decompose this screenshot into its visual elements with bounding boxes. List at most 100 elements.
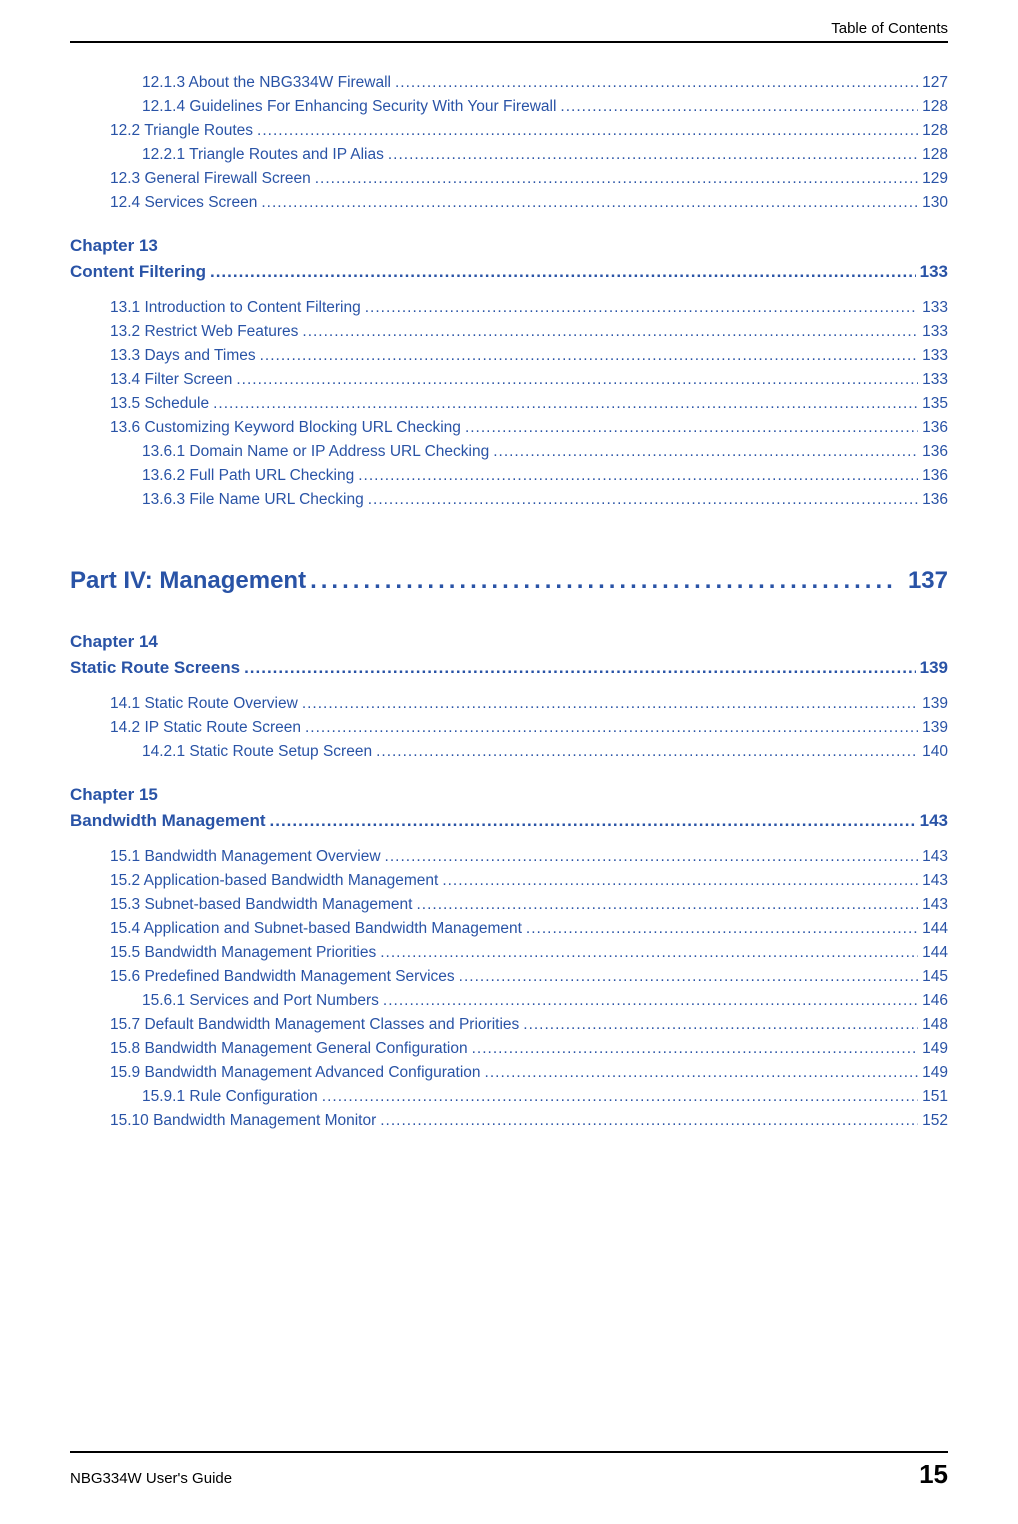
toc-entry[interactable]: 15.9 Bandwidth Management Advanced Confi… bbox=[70, 1061, 948, 1085]
toc-entry[interactable]: 13.4 Filter Screen 133 bbox=[70, 368, 948, 392]
toc-entry[interactable]: 14.2 IP Static Route Screen 139 bbox=[70, 716, 948, 740]
toc-entry[interactable]: 15.6 Predefined Bandwidth Management Ser… bbox=[70, 965, 948, 989]
toc-entry[interactable]: 15.1 Bandwidth Management Overview 143 bbox=[70, 845, 948, 869]
chapter-title: Bandwidth Management bbox=[70, 808, 266, 834]
chapter-title-row[interactable]: Static Route Screens 139 bbox=[70, 655, 948, 681]
toc-entry-page: 133 bbox=[922, 296, 948, 320]
chapter-15-heading: Chapter 15 Bandwidth Management 143 bbox=[70, 782, 948, 835]
chapter-title-row[interactable]: Content Filtering 133 bbox=[70, 259, 948, 285]
toc-entry-page: 144 bbox=[922, 941, 948, 965]
toc-leader-dots bbox=[560, 95, 918, 119]
chapter-14-sections: 14.1 Static Route Overview 139 14.2 IP S… bbox=[70, 692, 948, 764]
chapter-label: Chapter 14 bbox=[70, 629, 948, 655]
part-4-heading[interactable]: Part IV: Management 137 bbox=[70, 562, 948, 599]
chapter-title-row[interactable]: Bandwidth Management 143 bbox=[70, 808, 948, 834]
part-page: 137 bbox=[901, 562, 948, 599]
toc-leader-dots bbox=[383, 989, 918, 1013]
chapter-title: Content Filtering bbox=[70, 259, 206, 285]
toc-leader-dots bbox=[358, 464, 918, 488]
toc-entry[interactable]: 13.3 Days and Times 133 bbox=[70, 344, 948, 368]
toc-entry[interactable]: 13.1 Introduction to Content Filtering 1… bbox=[70, 296, 948, 320]
toc-entry[interactable]: 12.1.3 About the NBG334W Firewall 127 bbox=[70, 71, 948, 95]
toc-leader-dots bbox=[257, 119, 918, 143]
toc-entry-page: 145 bbox=[922, 965, 948, 989]
toc-entry-title: 15.9.1 Rule Configuration bbox=[142, 1085, 318, 1109]
toc-entry[interactable]: 15.5 Bandwidth Management Priorities 144 bbox=[70, 941, 948, 965]
toc-leader-dots bbox=[380, 941, 918, 965]
toc-entry[interactable]: 15.6.1 Services and Port Numbers 146 bbox=[70, 989, 948, 1013]
toc-entry-page: 133 bbox=[922, 320, 948, 344]
toc-entry[interactable]: 14.2.1 Static Route Setup Screen 140 bbox=[70, 740, 948, 764]
toc-entry-page: 148 bbox=[922, 1013, 948, 1037]
toc-entry-page: 146 bbox=[922, 989, 948, 1013]
toc-entry-page: 129 bbox=[922, 167, 948, 191]
toc-entry-title: 13.6.2 Full Path URL Checking bbox=[142, 464, 354, 488]
toc-entry-title: 14.1 Static Route Overview bbox=[110, 692, 298, 716]
toc-entry[interactable]: 12.3 General Firewall Screen 129 bbox=[70, 167, 948, 191]
toc-entry-title: 14.2.1 Static Route Setup Screen bbox=[142, 740, 372, 764]
toc-entry[interactable]: 13.5 Schedule 135 bbox=[70, 392, 948, 416]
toc-leader-dots bbox=[368, 488, 918, 512]
chapter-13-sections: 13.1 Introduction to Content Filtering 1… bbox=[70, 296, 948, 512]
toc-leader-dots bbox=[260, 344, 919, 368]
toc-entry[interactable]: 13.6.3 File Name URL Checking 136 bbox=[70, 488, 948, 512]
toc-entry-title: 15.6.1 Services and Port Numbers bbox=[142, 989, 379, 1013]
toc-leader-dots bbox=[244, 655, 916, 681]
toc-entry-page: 143 bbox=[922, 845, 948, 869]
toc-entry[interactable]: 12.4 Services Screen 130 bbox=[70, 191, 948, 215]
toc-entry-page: 151 bbox=[922, 1085, 948, 1109]
toc-entry[interactable]: 13.6.2 Full Path URL Checking 136 bbox=[70, 464, 948, 488]
header-label: Table of Contents bbox=[70, 20, 948, 37]
footer-page-number: 15 bbox=[919, 1459, 948, 1490]
toc-entry-title: 15.3 Subnet-based Bandwidth Management bbox=[110, 893, 412, 917]
toc-leader-dots bbox=[210, 259, 916, 285]
toc-entry-title: 13.2 Restrict Web Features bbox=[110, 320, 298, 344]
toc-entry-page: 143 bbox=[922, 893, 948, 917]
toc-entry[interactable]: 12.2.1 Triangle Routes and IP Alias 128 bbox=[70, 143, 948, 167]
chapter-page: 143 bbox=[920, 808, 948, 834]
toc-entry-title: 12.4 Services Screen bbox=[110, 191, 257, 215]
toc-entry-title: 15.10 Bandwidth Management Monitor bbox=[110, 1109, 376, 1133]
toc-body: 12.1.3 About the NBG334W Firewall 127 12… bbox=[70, 71, 948, 1133]
chapter-page: 139 bbox=[920, 655, 948, 681]
toc-entry-page: 128 bbox=[922, 143, 948, 167]
toc-entry-title: 12.1.4 Guidelines For Enhancing Security… bbox=[142, 95, 556, 119]
toc-entry-title: 15.2 Application-based Bandwidth Managem… bbox=[110, 869, 438, 893]
toc-entry-title: 15.6 Predefined Bandwidth Management Ser… bbox=[110, 965, 455, 989]
toc-entry-title: 15.9 Bandwidth Management Advanced Confi… bbox=[110, 1061, 481, 1085]
chapter-label: Chapter 13 bbox=[70, 233, 948, 259]
toc-entry-page: 143 bbox=[922, 869, 948, 893]
toc-entry-page: 135 bbox=[922, 392, 948, 416]
toc-entry[interactable]: 15.3 Subnet-based Bandwidth Management 1… bbox=[70, 893, 948, 917]
toc-entry-title: 13.1 Introduction to Content Filtering bbox=[110, 296, 361, 320]
toc-entry[interactable]: 13.6 Customizing Keyword Blocking URL Ch… bbox=[70, 416, 948, 440]
toc-entry-title: 13.6.3 File Name URL Checking bbox=[142, 488, 364, 512]
toc-entry[interactable]: 15.2 Application-based Bandwidth Managem… bbox=[70, 869, 948, 893]
toc-entry[interactable]: 12.1.4 Guidelines For Enhancing Security… bbox=[70, 95, 948, 119]
toc-leader-dots bbox=[465, 416, 918, 440]
toc-entry-title: 15.1 Bandwidth Management Overview bbox=[110, 845, 381, 869]
toc-leader-dots bbox=[305, 716, 918, 740]
toc-entry[interactable]: 14.1 Static Route Overview 139 bbox=[70, 692, 948, 716]
toc-leader-dots bbox=[442, 869, 918, 893]
toc-entry-page: 128 bbox=[922, 119, 948, 143]
toc-entry[interactable]: 13.2 Restrict Web Features 133 bbox=[70, 320, 948, 344]
toc-entry-title: 13.3 Days and Times bbox=[110, 344, 256, 368]
chapter-label: Chapter 15 bbox=[70, 782, 948, 808]
toc-leader-dots bbox=[380, 1109, 918, 1133]
chapter-15-sections: 15.1 Bandwidth Management Overview 143 1… bbox=[70, 845, 948, 1133]
toc-entry[interactable]: 15.8 Bandwidth Management General Config… bbox=[70, 1037, 948, 1061]
toc-leader-dots bbox=[395, 71, 918, 95]
toc-entry[interactable]: 15.9.1 Rule Configuration 151 bbox=[70, 1085, 948, 1109]
toc-leader-dots bbox=[261, 191, 918, 215]
toc-entry[interactable]: 12.2 Triangle Routes 128 bbox=[70, 119, 948, 143]
chapter-14-heading: Chapter 14 Static Route Screens 139 bbox=[70, 629, 948, 682]
toc-leader-dots bbox=[459, 965, 918, 989]
toc-entry-page: 127 bbox=[922, 71, 948, 95]
toc-entry-title: 13.6.1 Domain Name or IP Address URL Che… bbox=[142, 440, 489, 464]
chapter-page: 133 bbox=[920, 259, 948, 285]
toc-entry[interactable]: 15.10 Bandwidth Management Monitor 152 bbox=[70, 1109, 948, 1133]
toc-entry[interactable]: 15.7 Default Bandwidth Management Classe… bbox=[70, 1013, 948, 1037]
toc-entry[interactable]: 13.6.1 Domain Name or IP Address URL Che… bbox=[70, 440, 948, 464]
toc-entry[interactable]: 15.4 Application and Subnet-based Bandwi… bbox=[70, 917, 948, 941]
